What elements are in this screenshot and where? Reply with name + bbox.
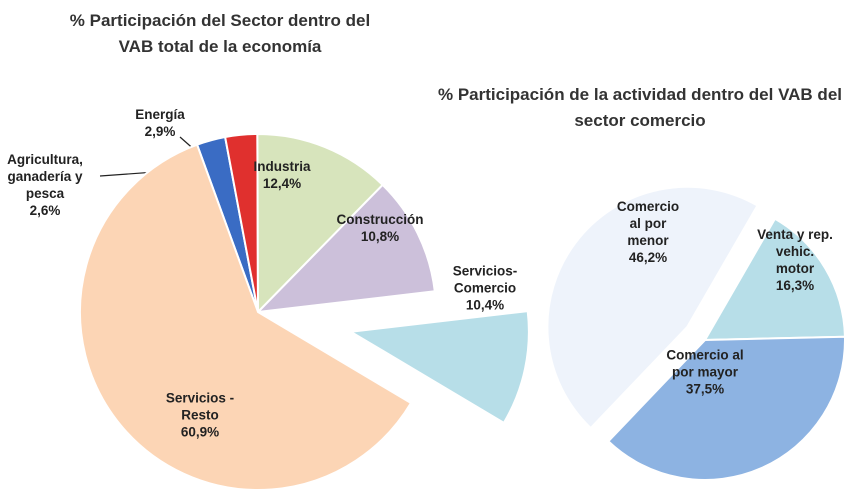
slice-value: 37,5% — [685, 381, 725, 397]
slice-category: Comercio al por mayor — [666, 347, 744, 380]
slice-category: Industria — [253, 159, 311, 174]
slice-value: 2,6% — [29, 203, 61, 218]
slice-label: Venta y rep. vehic. motor 16,3% — [755, 226, 835, 294]
slice-label: Comercio al por menor 46,2% — [612, 198, 684, 266]
slice-label: Servicios - Resto 60,9% — [158, 390, 243, 441]
chart-title: % Participación del Sector dentro del VA… — [69, 11, 371, 56]
pie-slice — [606, 335, 846, 481]
slice-label: Comercio al por mayor 37,5% — [665, 347, 745, 398]
slice-category: Energía — [135, 107, 185, 122]
slice-value: 16,3% — [775, 278, 815, 293]
slice-category: Agricultura, ganadería y pesca — [7, 152, 83, 201]
pie-slice — [546, 185, 759, 430]
slice-value: 12,4% — [262, 176, 302, 191]
pie-slice — [347, 310, 530, 425]
chart-title: % Participación de la actividad dentro d… — [437, 85, 842, 130]
pie-slice — [256, 133, 385, 315]
pie-slice — [255, 183, 436, 314]
slice-label: Construcción 10,8% — [330, 211, 430, 245]
pie-slice — [703, 217, 846, 342]
slice-category: Construcción — [336, 212, 424, 227]
slice-value: 46,2% — [628, 250, 668, 265]
slice-value: 60,9% — [180, 424, 220, 440]
slice-label: Industria 12,4% — [237, 158, 327, 192]
slice-label: Agricultura, ganadería y pesca 2,6% — [0, 151, 100, 219]
slice-value: 2,9% — [144, 124, 176, 139]
pie-slice — [79, 143, 413, 490]
slice-category: Venta y rep. vehic. motor — [757, 227, 833, 276]
slice-category: Servicios-Comercio — [452, 263, 518, 296]
slice-value: 10,4% — [465, 297, 505, 313]
slice-label: Energía 2,9% — [125, 106, 195, 140]
slice-category: Comercio al por menor — [616, 199, 680, 248]
slice-value: 10,8% — [360, 229, 400, 244]
slice-label: Servicios-Comercio 10,4% — [440, 263, 530, 314]
slice-category: Servicios - Resto — [165, 390, 235, 423]
